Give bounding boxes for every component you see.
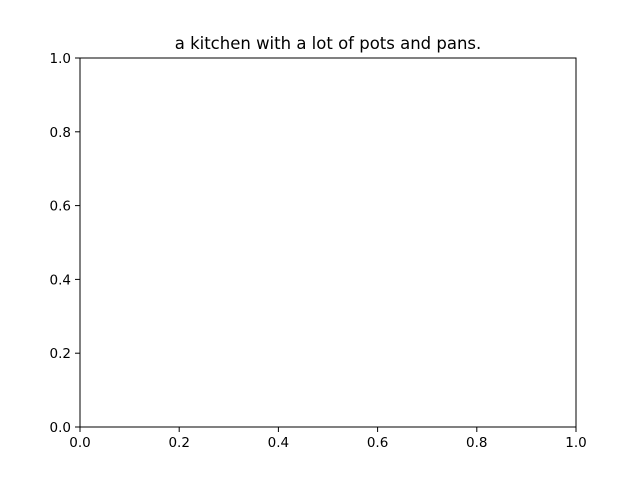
y-tick-label: 1.0 [50,51,71,67]
x-axis: 0.0 0.2 0.4 0.6 0.8 1.0 [69,427,587,451]
x-tick-label: 0.0 [69,435,90,451]
x-tick-label: 1.0 [565,435,586,451]
y-tick-label: 0.0 [50,420,71,436]
chart-title: a kitchen with a lot of pots and pans. [175,34,482,53]
x-tick-label: 0.6 [367,435,388,451]
y-tick-label: 0.4 [50,272,71,288]
y-tick-label: 0.6 [50,199,71,215]
y-tick-label: 0.8 [50,125,71,141]
x-tick-label: 0.4 [268,435,289,451]
plot-area [79,57,577,428]
y-axis: 0.0 0.2 0.4 0.6 0.8 1.0 [50,51,80,436]
x-tick-label: 0.8 [466,435,487,451]
y-tick-label: 0.2 [50,346,71,362]
x-tick-label: 0.2 [168,435,189,451]
